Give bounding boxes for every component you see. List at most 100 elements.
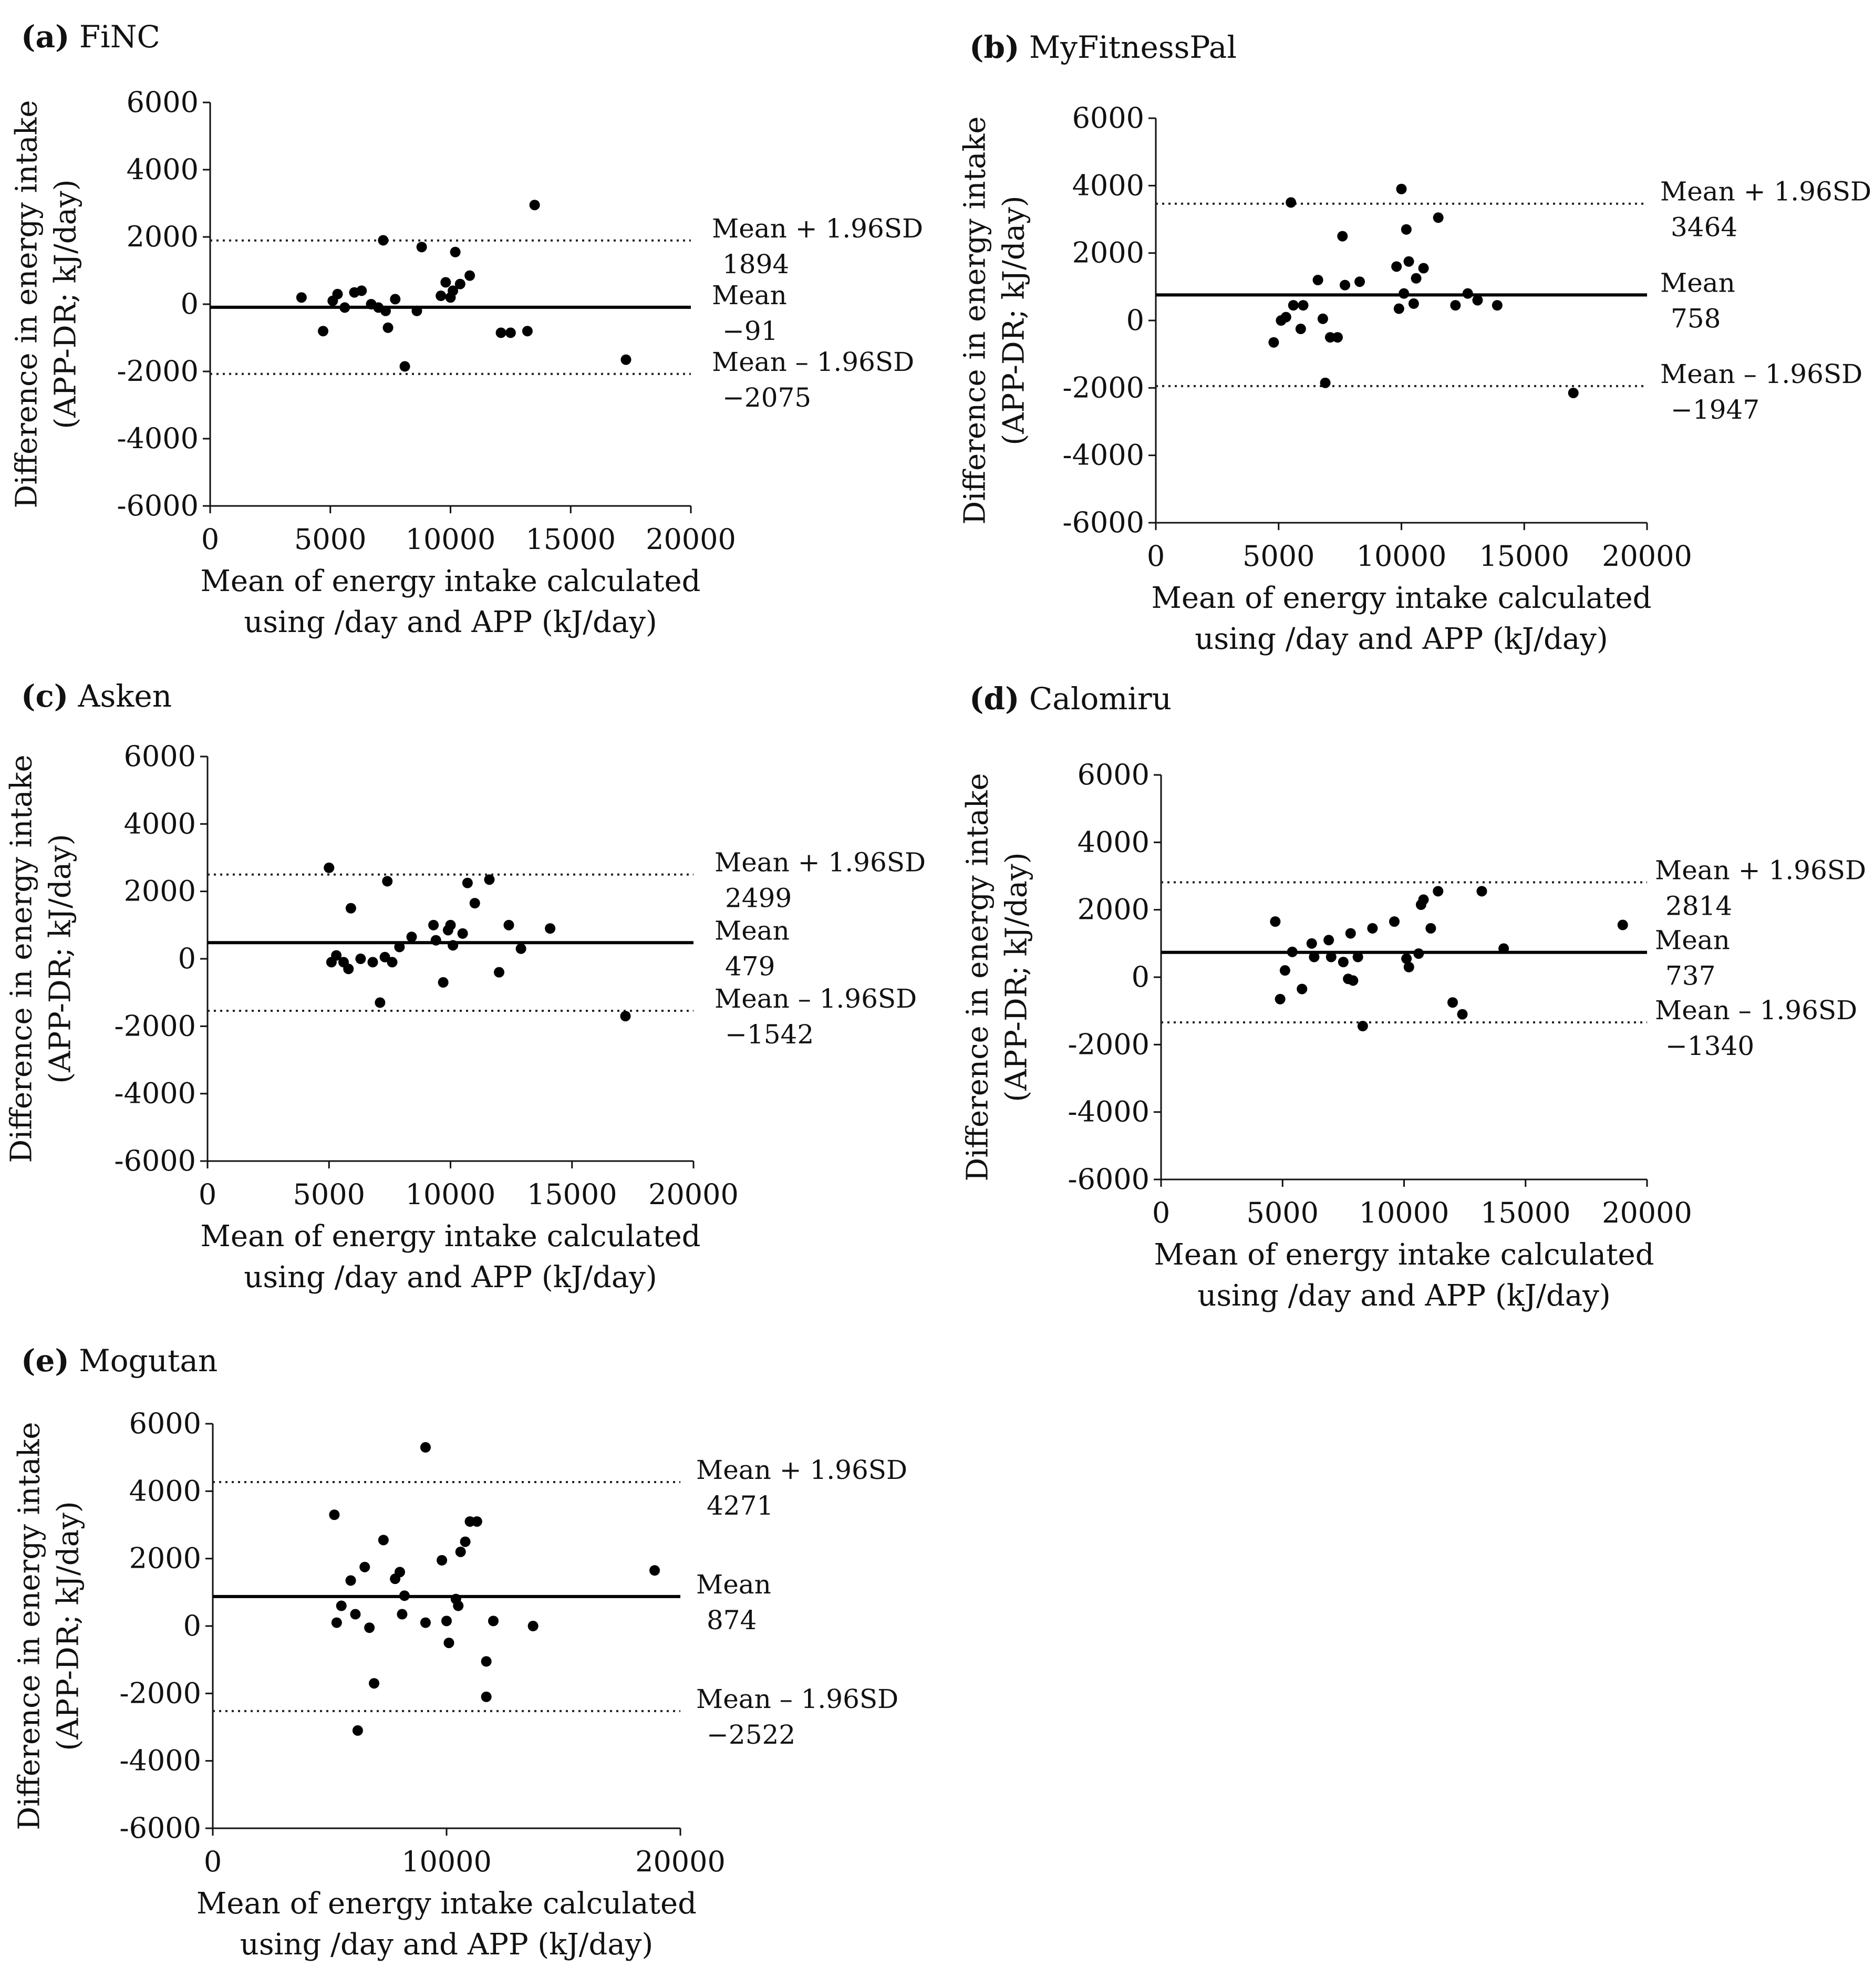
data-point: [1403, 961, 1414, 972]
data-point: [329, 1509, 340, 1520]
y-tick-label: 6000: [124, 740, 196, 773]
data-point: [457, 928, 468, 939]
data-point: [1413, 948, 1424, 959]
upper-loa-value: 4271: [707, 1490, 773, 1521]
x-tick-label: 10000: [406, 523, 496, 556]
data-point: [481, 1656, 492, 1667]
data-point: [527, 1621, 539, 1631]
data-point: [1408, 298, 1419, 309]
panel-title: (c) Asken: [21, 678, 172, 714]
y-axis-title: (APP-DR; kJ/day): [44, 834, 78, 1083]
data-point: [399, 1590, 410, 1601]
x-tick-label: 15000: [527, 1178, 617, 1211]
data-point: [1298, 300, 1309, 311]
data-point: [1399, 288, 1410, 299]
data-point: [464, 270, 475, 281]
data-point: [1425, 923, 1436, 934]
y-tick-label: 6000: [1072, 101, 1144, 134]
data-point: [1275, 993, 1286, 1005]
y-tick-label: -6000: [1068, 1163, 1150, 1196]
upper-loa-label: Mean + 1.96SD: [1655, 855, 1866, 885]
data-point: [324, 862, 335, 873]
y-tick-label: -4000: [114, 1077, 196, 1110]
data-point: [1568, 387, 1579, 398]
panel-title: (e) Mogutan: [21, 1343, 218, 1379]
data-point: [378, 1535, 389, 1546]
data-point: [1617, 919, 1628, 930]
data-point: [416, 242, 427, 253]
panel-name: Calomiru: [1019, 681, 1172, 717]
data-point: [1462, 288, 1473, 299]
data-point: [443, 1638, 454, 1649]
data-point: [359, 1561, 370, 1572]
upper-loa-label: Mean + 1.96SD: [715, 847, 926, 878]
x-tick-label: 10000: [406, 1178, 496, 1211]
mean-value: 737: [1665, 961, 1715, 991]
data-point: [1338, 957, 1349, 968]
x-axis-title: using /day and APP (kJ/day): [240, 1928, 654, 1962]
data-point: [428, 919, 439, 930]
panel-letter: (c): [21, 678, 68, 714]
x-tick-label: 5000: [1247, 1196, 1319, 1229]
y-tick-label: 2000: [1072, 236, 1144, 270]
data-point: [375, 997, 386, 1008]
data-point: [336, 1600, 347, 1611]
data-point: [1401, 953, 1412, 964]
lower-loa-value: −1340: [1665, 1031, 1754, 1061]
mean-value: 758: [1671, 303, 1721, 334]
data-point: [1320, 377, 1331, 388]
data-point: [455, 1546, 466, 1557]
y-tick-label: 6000: [127, 86, 199, 119]
x-tick-label: 20000: [635, 1845, 726, 1878]
x-tick-label: 5000: [294, 523, 366, 556]
data-point: [1450, 300, 1461, 311]
y-tick-label: 2000: [127, 220, 199, 253]
y-axis-title: (APP-DR; kJ/day): [49, 179, 83, 429]
panel-letter: (e): [21, 1343, 69, 1379]
y-tick-label: -2000: [119, 1676, 201, 1710]
y-tick-label: 6000: [129, 1407, 201, 1440]
data-point: [1280, 312, 1291, 323]
data-point: [364, 1622, 375, 1633]
upper-loa-value: 1894: [722, 249, 789, 279]
lower-loa-value: −1542: [725, 1019, 814, 1050]
data-point: [620, 354, 631, 365]
upper-loa-value: 2814: [1665, 891, 1732, 921]
data-point: [462, 877, 473, 888]
data-point: [448, 940, 459, 951]
panel-name: MyFitnessPal: [1019, 29, 1236, 65]
data-point: [1337, 231, 1348, 242]
data-point: [369, 1678, 380, 1689]
data-point: [529, 200, 540, 211]
data-point: [380, 305, 391, 316]
x-tick-label: 20000: [1602, 1196, 1692, 1229]
panel-d: (d) Calomiru6000400020000-2000-4000-6000…: [961, 681, 1867, 1313]
data-point: [345, 903, 356, 914]
data-point: [1401, 224, 1412, 235]
data-point: [481, 1691, 492, 1702]
data-point: [522, 326, 533, 337]
y-tick-label: -2000: [1062, 371, 1144, 404]
y-tick-label: -4000: [117, 422, 199, 455]
x-tick-label: 10000: [1357, 540, 1447, 573]
data-point: [411, 305, 422, 316]
x-tick-label: 10000: [401, 1845, 492, 1878]
data-point: [1323, 935, 1334, 946]
data-point: [345, 1575, 356, 1586]
y-tick-label: 6000: [1078, 758, 1150, 791]
data-point: [331, 1617, 342, 1628]
data-point: [460, 1536, 471, 1547]
y-tick-label: -2000: [1068, 1028, 1150, 1061]
data-point: [296, 292, 307, 303]
y-tick-label: 0: [183, 1609, 201, 1642]
x-tick-label: 15000: [1479, 540, 1569, 573]
panel-e: (e) Mogutan6000400020000-2000-4000-60000…: [13, 1343, 908, 1962]
data-point: [495, 327, 506, 338]
data-point: [1433, 886, 1444, 897]
data-point: [441, 1616, 452, 1627]
data-point: [350, 1609, 361, 1620]
mean-value: 874: [707, 1605, 757, 1635]
data-point: [332, 288, 343, 299]
data-point: [445, 919, 456, 930]
